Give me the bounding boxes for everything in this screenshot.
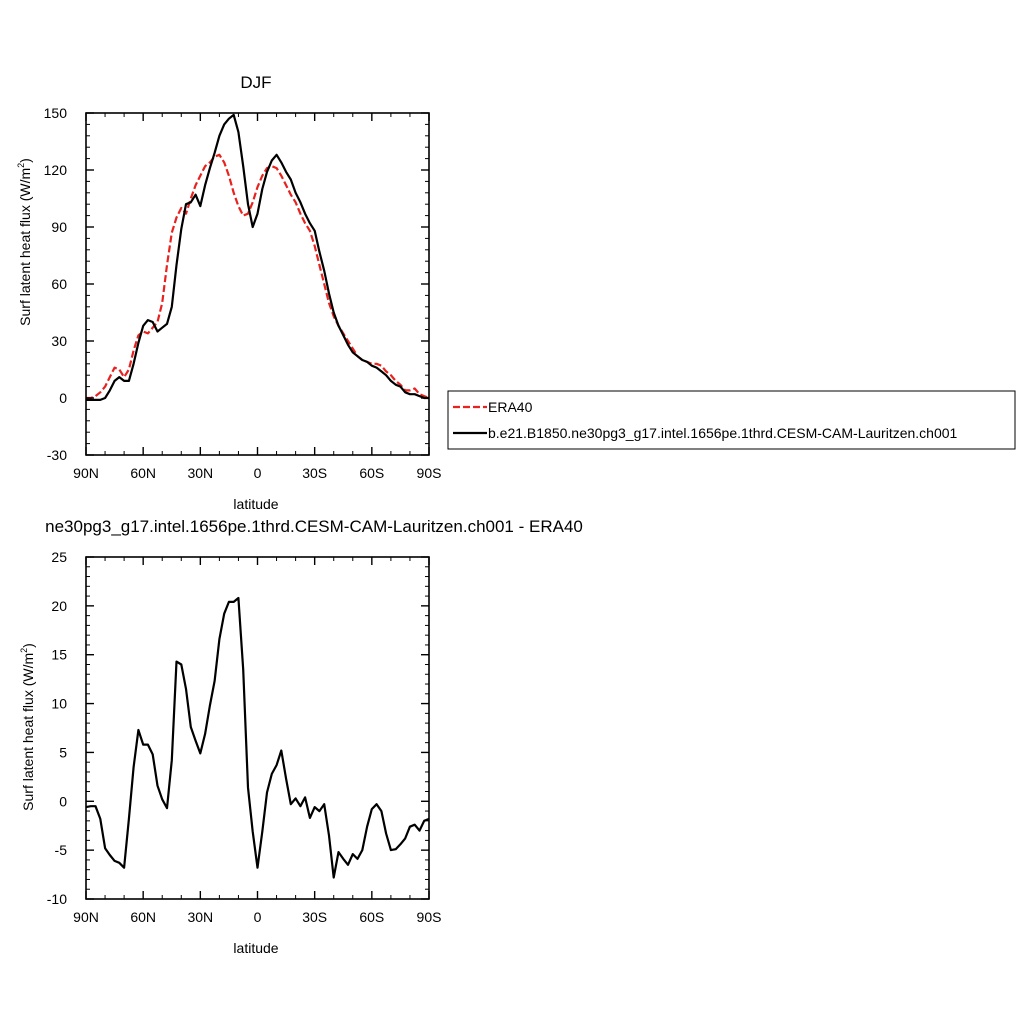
y-tick-label: -5 bbox=[55, 842, 68, 858]
y-tick-label: 20 bbox=[51, 598, 67, 614]
x-tick-label: 60S bbox=[359, 465, 384, 481]
y-axis-label-main: Surf latent heat flux (W/m bbox=[20, 653, 36, 811]
x-tick-label: 90S bbox=[417, 465, 442, 481]
y-tick-label: -30 bbox=[47, 447, 67, 463]
y-axis-label-close: ) bbox=[20, 643, 36, 648]
x-tick-label: 60N bbox=[130, 465, 156, 481]
y-axis-label: Surf latent heat flux (W/m2) bbox=[16, 158, 33, 326]
y-tick-label: 60 bbox=[51, 276, 67, 292]
series-line-0 bbox=[86, 153, 430, 400]
y-axis-label: Surf latent heat flux (W/m2) bbox=[19, 643, 36, 811]
y-tick-label: 5 bbox=[59, 744, 67, 760]
y-axis-label-close: ) bbox=[17, 158, 33, 163]
x-tick-label: 60N bbox=[130, 909, 156, 925]
y-tick-label: 0 bbox=[59, 793, 67, 809]
series-line-1 bbox=[86, 113, 429, 401]
legend-label-era40: ERA40 bbox=[488, 399, 533, 415]
x-tick-label: 90S bbox=[417, 909, 442, 925]
y-axis-label-superscript: 2 bbox=[16, 163, 26, 168]
x-tick-label: 0 bbox=[254, 465, 262, 481]
y-tick-label: 15 bbox=[51, 647, 67, 663]
legend-label-model: b.e21.B1850.ne30pg3_g17.intel.1656pe.1th… bbox=[488, 425, 958, 441]
x-tick-label: 30N bbox=[187, 909, 213, 925]
chart-panel-difference: ne30pg3_g17.intel.1656pe.1thrd.CESM-CAM-… bbox=[19, 517, 583, 956]
chart-title: DJF bbox=[240, 73, 271, 92]
x-tick-label: 90N bbox=[73, 465, 99, 481]
x-tick-label: 0 bbox=[254, 909, 262, 925]
y-tick-label: 30 bbox=[51, 333, 67, 349]
x-axis-label: latitude bbox=[233, 940, 278, 956]
y-axis-label-main: Surf latent heat flux (W/m bbox=[17, 168, 33, 326]
legend: ERA40 b.e21.B1850.ne30pg3_g17.intel.1656… bbox=[447, 390, 1016, 450]
y-tick-label: -10 bbox=[47, 891, 67, 907]
legend-box bbox=[447, 390, 1016, 450]
plot-frame bbox=[85, 556, 430, 900]
y-tick-label: 120 bbox=[44, 162, 68, 178]
chart-title: ne30pg3_g17.intel.1656pe.1thrd.CESM-CAM-… bbox=[45, 517, 583, 536]
y-axis-label-superscript: 2 bbox=[19, 648, 29, 653]
y-tick-label: 150 bbox=[44, 105, 68, 121]
x-axis-label: latitude bbox=[233, 496, 278, 512]
y-tick-label: 10 bbox=[51, 696, 67, 712]
y-tick-label: 90 bbox=[51, 219, 67, 235]
x-tick-label: 90N bbox=[73, 909, 99, 925]
chart-panel-djf: DJF latitude Surf latent heat flux (W/m2… bbox=[16, 73, 441, 512]
y-tick-label: 25 bbox=[51, 549, 67, 565]
x-tick-label: 30N bbox=[187, 465, 213, 481]
x-tick-label: 30S bbox=[302, 909, 327, 925]
plot-frame bbox=[85, 112, 430, 456]
x-tick-label: 30S bbox=[302, 465, 327, 481]
x-tick-label: 60S bbox=[359, 909, 384, 925]
y-tick-label: 0 bbox=[59, 390, 67, 406]
series-line-0 bbox=[85, 596, 430, 879]
